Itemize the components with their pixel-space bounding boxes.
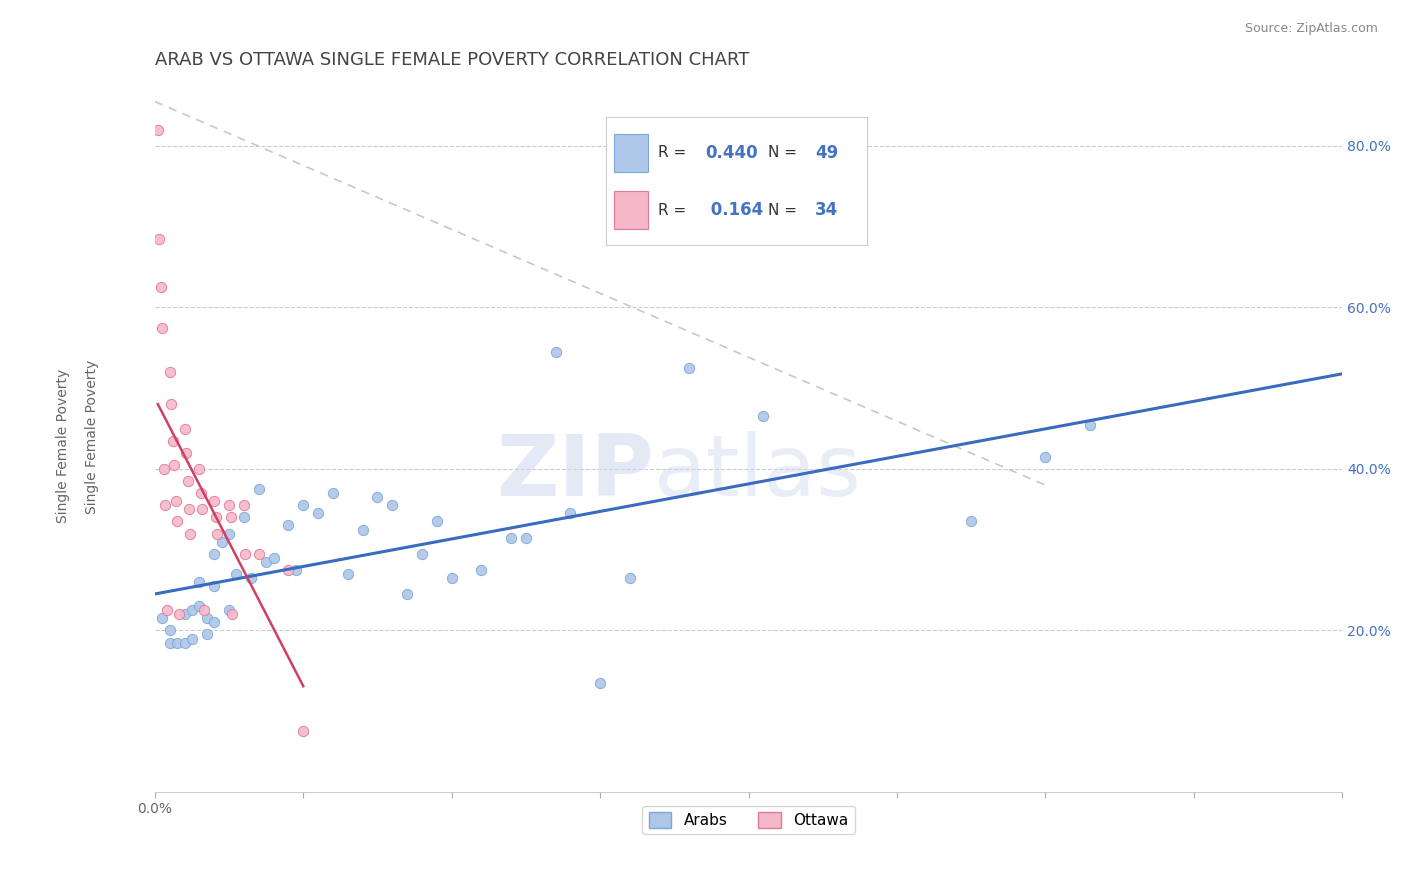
Point <box>159 624 181 638</box>
Point <box>191 502 214 516</box>
Point <box>352 523 374 537</box>
Point <box>247 547 270 561</box>
Point <box>470 563 492 577</box>
Point <box>193 603 215 617</box>
Point <box>277 518 299 533</box>
Point <box>181 603 204 617</box>
Point <box>155 498 177 512</box>
Point <box>181 632 204 646</box>
Point <box>1078 417 1101 432</box>
Point <box>202 547 225 561</box>
Point <box>211 534 233 549</box>
Point <box>167 607 190 622</box>
Point <box>218 526 240 541</box>
Text: Source: ZipAtlas.com: Source: ZipAtlas.com <box>1244 22 1378 36</box>
Point <box>322 486 344 500</box>
Point <box>149 280 172 294</box>
Point <box>163 458 186 472</box>
Point <box>221 607 243 622</box>
Point <box>162 434 184 448</box>
Point <box>188 599 211 614</box>
Point <box>560 507 582 521</box>
Point <box>396 587 419 601</box>
Point <box>159 365 181 379</box>
Text: atlas: atlas <box>654 431 862 514</box>
Point <box>366 490 388 504</box>
Point <box>190 486 212 500</box>
Point <box>381 498 404 512</box>
Point <box>159 635 181 649</box>
Point <box>179 526 201 541</box>
Point <box>277 563 299 577</box>
Point <box>263 550 285 565</box>
Point <box>544 344 567 359</box>
Point <box>152 462 174 476</box>
Point <box>219 510 242 524</box>
Point <box>156 603 179 617</box>
Point <box>1035 450 1057 464</box>
Point <box>678 361 700 376</box>
Point <box>202 494 225 508</box>
Point <box>235 547 257 561</box>
Point <box>166 635 188 649</box>
Point <box>232 498 254 512</box>
Text: Single Female Poverty: Single Female Poverty <box>56 369 70 523</box>
Y-axis label: Single Female Poverty: Single Female Poverty <box>86 359 100 514</box>
Point <box>160 397 183 411</box>
Point <box>150 320 173 334</box>
Text: ZIP: ZIP <box>496 431 654 514</box>
Point <box>589 676 612 690</box>
Point <box>225 566 247 581</box>
Point <box>204 510 226 524</box>
Point <box>202 615 225 630</box>
Point <box>426 515 449 529</box>
Point <box>195 611 218 625</box>
Point <box>202 579 225 593</box>
Point <box>440 571 463 585</box>
Legend: Arabs, Ottawa: Arabs, Ottawa <box>643 805 855 834</box>
Point <box>166 515 188 529</box>
Point <box>752 409 775 424</box>
Point <box>232 510 254 524</box>
Point <box>148 232 170 246</box>
Point <box>218 603 240 617</box>
Point <box>240 571 263 585</box>
Point <box>174 446 197 460</box>
Point <box>173 421 195 435</box>
Point <box>173 635 195 649</box>
Text: ARAB VS OTTAWA SINGLE FEMALE POVERTY CORRELATION CHART: ARAB VS OTTAWA SINGLE FEMALE POVERTY COR… <box>155 51 749 69</box>
Point <box>173 607 195 622</box>
Point <box>188 462 211 476</box>
Point <box>515 531 537 545</box>
Point <box>619 571 641 585</box>
Point <box>960 515 983 529</box>
Point <box>292 498 315 512</box>
Point <box>177 502 200 516</box>
Point <box>165 494 187 508</box>
Point <box>188 574 211 589</box>
Point <box>307 507 329 521</box>
Point <box>247 482 270 496</box>
Point <box>292 724 315 739</box>
Point <box>205 526 228 541</box>
Point <box>146 123 169 137</box>
Point <box>150 611 173 625</box>
Point <box>218 498 240 512</box>
Point <box>336 566 359 581</box>
Point <box>176 474 198 488</box>
Point <box>499 531 522 545</box>
Point <box>195 627 218 641</box>
Point <box>284 563 307 577</box>
Point <box>411 547 433 561</box>
Point <box>254 555 277 569</box>
